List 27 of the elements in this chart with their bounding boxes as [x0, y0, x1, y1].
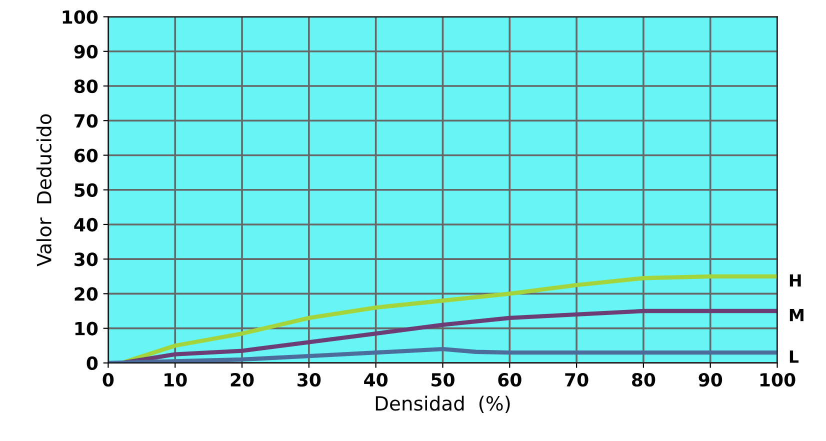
y-tick-label: 30 [74, 252, 98, 266]
x-axis-title: Densidad (%) [376, 396, 510, 414]
x-tick-label: 20 [230, 372, 254, 387]
y-tick-label: 80 [74, 79, 98, 94]
y-axis-title: Valor Deducido [36, 114, 52, 266]
y-tick-label: 60 [74, 148, 98, 162]
series-label: L [790, 350, 799, 363]
y-tick-label: 50 [74, 183, 98, 197]
x-tick-label: 10 [164, 372, 187, 387]
x-tick-label: 0 [102, 372, 114, 387]
x-tick-label: 100 [760, 372, 796, 387]
x-tick-label: 60 [498, 372, 522, 387]
y-tick-label: 100 [62, 10, 98, 24]
x-tick-label: 90 [698, 372, 722, 387]
y-tick-label: 10 [75, 322, 98, 336]
y-tick-label: 40 [74, 218, 98, 232]
series-label: H [790, 274, 801, 287]
x-tick-label: 30 [298, 372, 321, 387]
y-tick-label: 20 [74, 287, 98, 301]
y-tick-label: 0 [86, 356, 98, 370]
x-tick-label: 40 [364, 372, 388, 387]
y-tick-label: 70 [74, 114, 98, 128]
x-tick-label: 70 [565, 372, 588, 387]
series-label: M [790, 309, 804, 322]
x-tick-label: 50 [432, 372, 454, 387]
y-tick-label: 90 [74, 44, 98, 58]
x-tick-label: 80 [632, 372, 656, 387]
